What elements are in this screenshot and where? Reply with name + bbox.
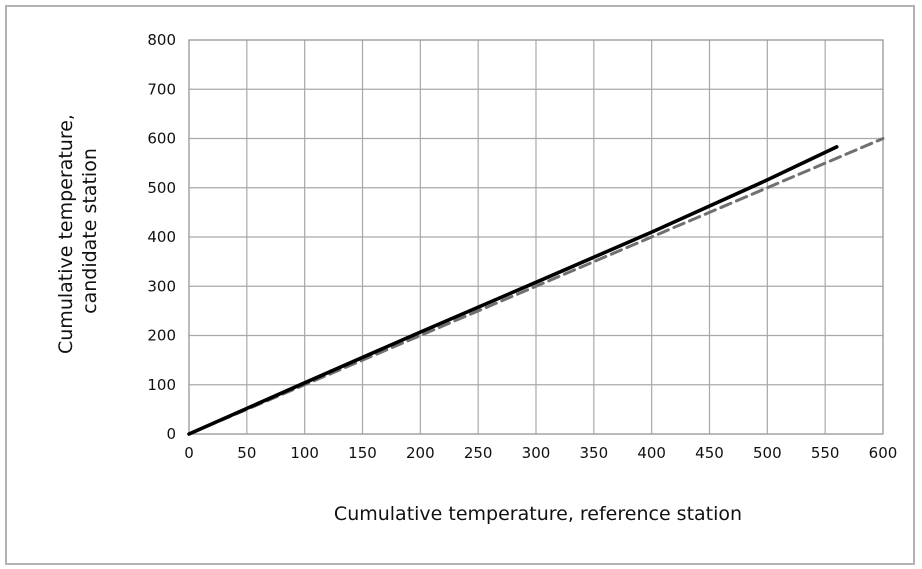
tick-labels: 0 50 100 150 200 250 300 350 400 450 500 550 600 0 100… — [147, 31, 897, 462]
grid — [188, 39, 884, 435]
y-tick-label: 0 — [166, 425, 176, 443]
y-tick-label: 300 — [147, 277, 176, 295]
x-tick-label: 250 — [464, 444, 493, 462]
x-tick-label: 300 — [522, 444, 551, 462]
x-tick-label: 50 — [237, 444, 256, 462]
solid-line-series — [187, 145, 839, 436]
y-tick-label: 500 — [147, 179, 176, 197]
series-group — [187, 137, 885, 436]
x-tick-label: 150 — [348, 444, 377, 462]
y-axis-title-line-2: candidate station — [79, 148, 101, 314]
x-tick-label: 350 — [580, 444, 609, 462]
y-tick-label: 400 — [147, 228, 176, 246]
x-tick-label: 100 — [290, 444, 319, 462]
x-tick-label: 500 — [753, 444, 782, 462]
y-axis-title-line-1: Cumulative temperature, — [55, 114, 77, 354]
chart-frame: 0 50 100 150 200 250 300 350 400 450 500 550 600 0 100… — [5, 5, 915, 565]
x-tick-label: 600 — [869, 444, 898, 462]
plot-border — [188, 39, 884, 435]
y-tick-label: 800 — [147, 31, 176, 49]
x-tick-label: 550 — [811, 444, 840, 462]
y-axis-title: Cumulative temperature, candidate statio… — [55, 108, 101, 354]
x-tick-label: 0 — [184, 444, 194, 462]
x-tick-label: 200 — [406, 444, 435, 462]
y-tick-label: 200 — [147, 327, 176, 345]
y-tick-label: 600 — [147, 130, 176, 148]
y-tick-label: 100 — [147, 376, 176, 394]
x-tick-label: 450 — [695, 444, 724, 462]
line-chart: 0 50 100 150 200 250 300 350 400 450 500 550 600 0 100… — [55, 31, 897, 525]
x-tick-label: 400 — [637, 444, 666, 462]
x-axis-title: Cumulative temperature, reference statio… — [334, 503, 742, 525]
y-tick-label: 700 — [147, 80, 176, 98]
